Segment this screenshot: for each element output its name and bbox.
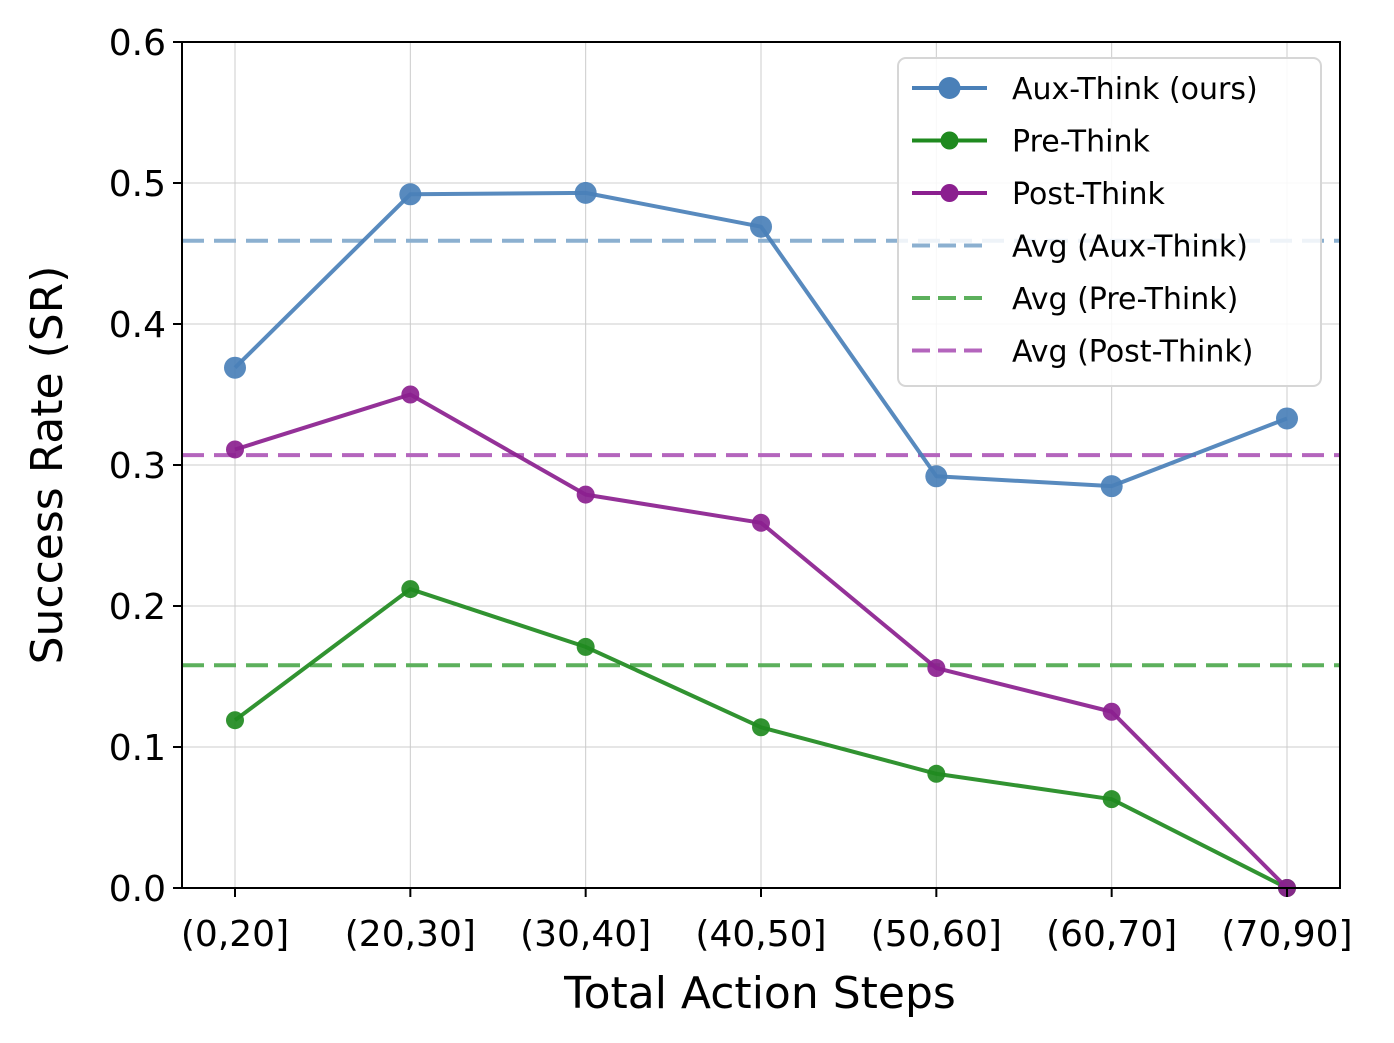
legend-marker: [940, 184, 959, 202]
data-point: [576, 637, 595, 656]
legend: Aux-Think (ours) Pre-Think Post-Think Avg (…: [897, 57, 1322, 387]
data-point: [1100, 475, 1123, 498]
x-tick-label: (30,40]: [520, 914, 651, 955]
legend-label: Pre-Think: [1012, 125, 1150, 160]
data-point: [752, 718, 770, 737]
legend-label: Avg (Post-Think): [1012, 335, 1253, 370]
data-point: [927, 659, 946, 678]
y-tick-label: 0.5: [109, 164, 166, 205]
y-axis-ticks: 0.0 0.1 0.2 0.3 0.4 0.5 0.6: [109, 23, 182, 910]
data-point: [226, 711, 244, 730]
data-point: [401, 385, 420, 404]
x-axis-ticks: (0,20] (20,30] (30,40] (40,50] (50,60] (60,70…: [181, 888, 1353, 955]
y-tick-label: 0.4: [109, 305, 166, 346]
x-axis-title: Total Action Steps: [563, 968, 956, 1019]
data-point: [226, 440, 244, 459]
x-tick-label: (20,30]: [345, 914, 476, 955]
x-tick-label: (40,50]: [695, 914, 826, 955]
data-point: [1102, 702, 1121, 721]
y-tick-label: 0.6: [109, 23, 166, 64]
legend-label: Aux-Think (ours): [1012, 72, 1258, 107]
data-point: [752, 513, 770, 532]
data-point: [401, 580, 420, 599]
series-lines: [224, 181, 1298, 897]
legend-box: [897, 57, 1322, 387]
x-tick-label: (50,60]: [871, 914, 1002, 955]
legend-label: Post-Think: [1012, 177, 1166, 212]
data-point: [576, 485, 595, 504]
x-tick-label: (70,90]: [1221, 914, 1352, 955]
legend-label: Avg (Pre-Think): [1012, 282, 1238, 317]
legend-marker: [938, 77, 961, 99]
legend-label: Avg (Aux-Think): [1012, 230, 1248, 265]
data-point: [750, 215, 772, 238]
y-tick-label: 0.2: [109, 587, 166, 628]
data-point: [224, 356, 246, 379]
data-point: [1276, 407, 1298, 430]
y-axis-title: Success Rate (SR): [22, 266, 73, 665]
data-point: [399, 183, 422, 206]
x-tick-label: (60,70]: [1046, 914, 1177, 955]
data-point: [1102, 790, 1121, 809]
y-tick-label: 0.3: [109, 446, 166, 487]
data-point: [574, 181, 597, 204]
x-tick-label: (0,20]: [181, 914, 289, 955]
y-tick-label: 0.0: [109, 869, 166, 910]
data-point: [927, 764, 946, 783]
y-tick-label: 0.1: [109, 728, 166, 769]
data-point: [925, 465, 948, 488]
legend-marker: [940, 131, 959, 150]
